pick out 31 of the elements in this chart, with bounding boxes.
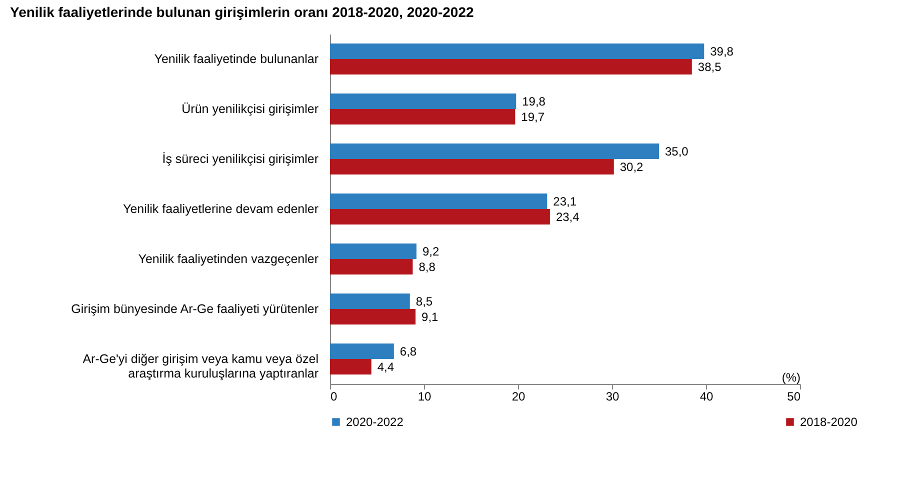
y-tick-label: Yenilik faaliyetlerine devam edenler	[123, 202, 318, 216]
data-label: 19,8	[522, 94, 546, 108]
data-label: 19,7	[521, 110, 545, 124]
y-tick-label: Ürün yenilikçisi girişimler	[182, 102, 318, 116]
data-label: 39,8	[710, 44, 734, 58]
y-tick-label: Yenilik faaliyetinde bulunanlar	[154, 52, 318, 66]
x-tick-label: 30	[606, 390, 620, 404]
y-tick-label: İş süreci yenilikçisi girişimler	[162, 152, 318, 166]
data-label: 38,5	[698, 60, 722, 74]
y-tick-label: Yenilik faaliyetinden vazgeçenler	[138, 252, 318, 266]
data-label: 9,1	[422, 310, 439, 324]
data-label: 8,5	[416, 294, 433, 308]
data-label: 35,0	[665, 144, 689, 158]
chart-title: Yenilik faaliyetlerinde bulunan girişimlerin oranı 2018-2020, 2020-2022	[10, 4, 474, 20]
y-tick-label: Girişim bünyesinde Ar-Ge faaliyeti yürütenler	[71, 302, 318, 316]
x-tick-label: 10	[418, 390, 432, 404]
data-label: 9,2	[422, 244, 440, 258]
data-label: 8,8	[418, 260, 436, 274]
y-tick-label: Ar-Ge'yi diğer girişim veya kamu veya özel araştırma kuruluşlarına yaptıranlar	[82, 352, 318, 380]
x-axis-title: (%)	[782, 370, 800, 384]
x-tick-label: 20	[512, 390, 526, 404]
data-label: 6,8	[400, 344, 417, 358]
data-label: 30,2	[620, 160, 644, 174]
legend-label: 2018-2020	[800, 415, 858, 429]
x-tick-label: 50	[787, 390, 801, 404]
x-tick-label: 0	[330, 390, 338, 404]
legend-label: 2020-2022	[346, 415, 404, 429]
data-label: 4,4	[377, 360, 394, 374]
data-label: 23,4	[556, 210, 580, 224]
x-tick-label: 40	[700, 390, 714, 404]
data-label: 23,1	[553, 194, 577, 208]
